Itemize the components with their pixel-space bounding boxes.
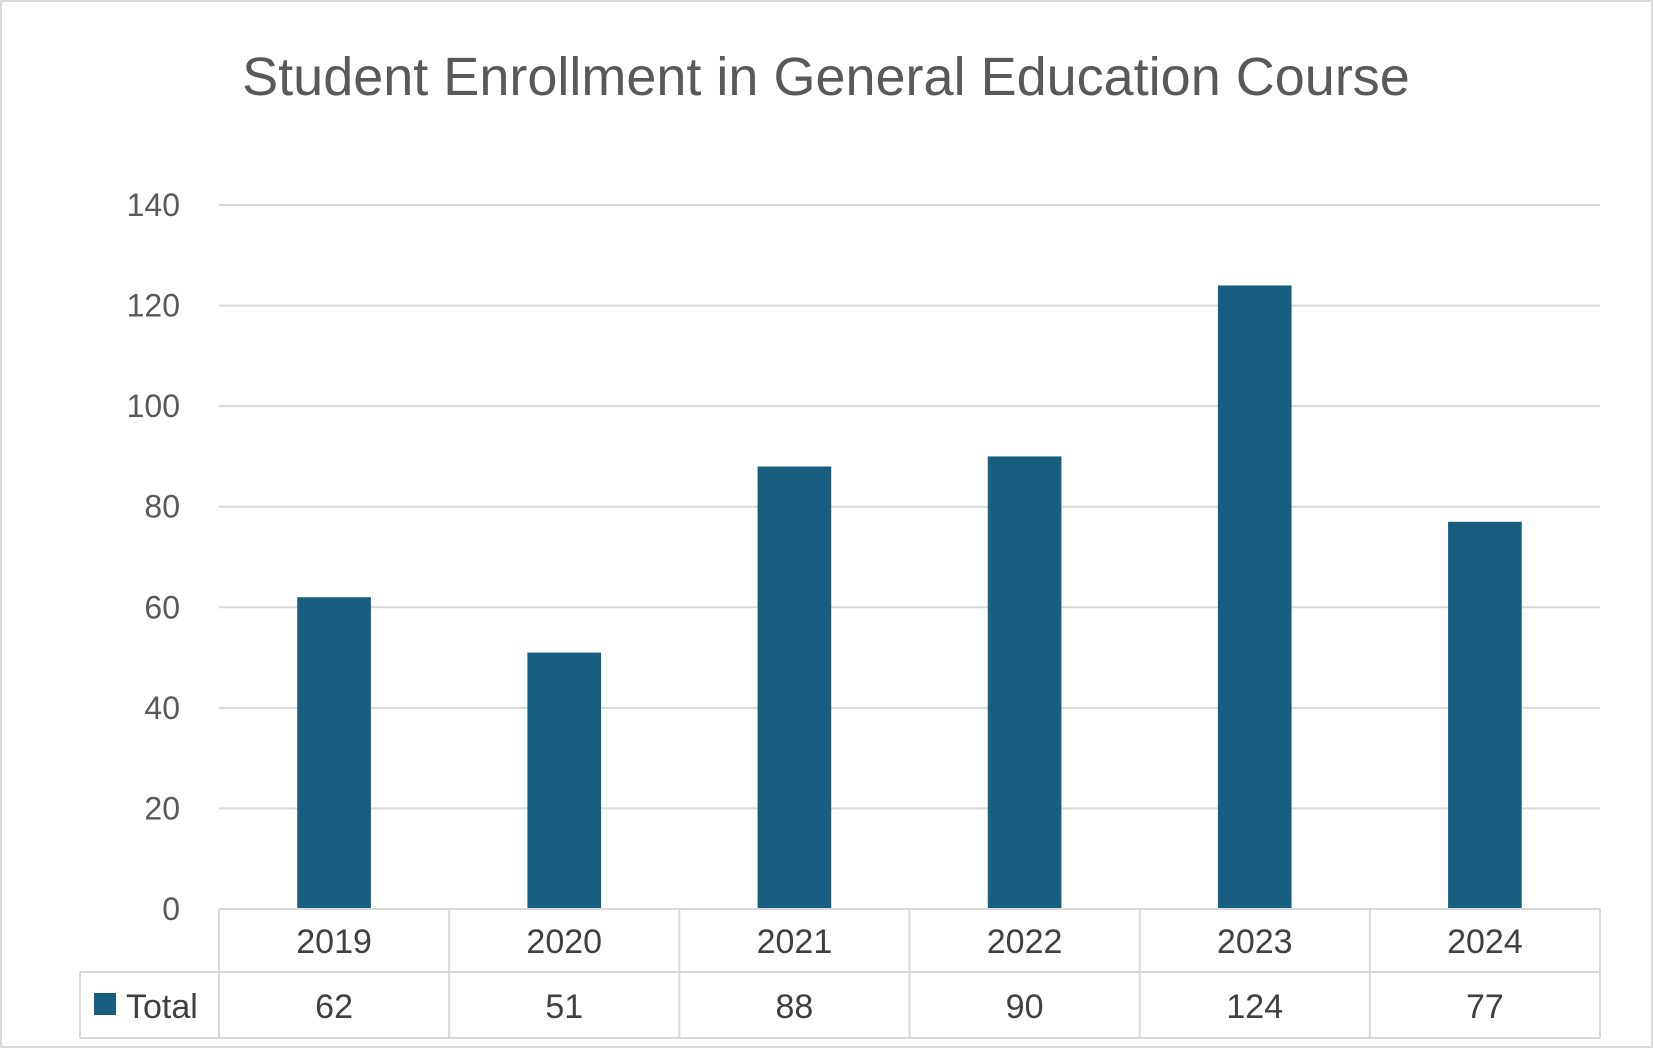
x-tick-label: 2024 [1447,923,1523,961]
bar [987,456,1062,909]
bar [297,597,371,909]
x-tick-label: 2022 [987,923,1063,961]
data-label: 77 [1466,988,1504,1026]
data-label: 90 [1006,988,1044,1026]
gridlines [219,204,1600,810]
bar [1448,521,1522,909]
data-label: 124 [1226,988,1283,1026]
y-tick-label: 100 [127,388,180,424]
y-tick-label: 60 [144,589,180,625]
data-label: 88 [776,988,814,1026]
x-tick-label: 2023 [1217,923,1293,961]
y-tick-label: 80 [144,489,180,525]
data-table: 2019 62 2020 51 2021 88 2022 90 2023 124 2024 77 Tot… [79,908,1601,1039]
x-tick-label: 2020 [526,923,602,961]
chart-title: Student Enrollment in General Education … [242,47,1410,107]
bar [1217,285,1292,909]
bars [297,285,1522,909]
y-tick-label: 40 [144,690,180,726]
y-axis-ticks: 0 20 40 60 80 100 120 140 [127,187,180,927]
data-label: 51 [545,988,583,1026]
x-tick-label: 2021 [757,923,833,961]
x-tick-label: 2019 [296,923,372,961]
y-tick-label: 120 [127,288,180,324]
bar [757,466,832,909]
legend-label: Total [126,988,198,1026]
y-tick-label: 0 [162,891,180,927]
data-label: 62 [315,988,353,1026]
y-tick-label: 140 [127,187,180,223]
y-tick-label: 20 [144,790,180,826]
bar [527,652,602,909]
legend-key [94,993,116,1015]
